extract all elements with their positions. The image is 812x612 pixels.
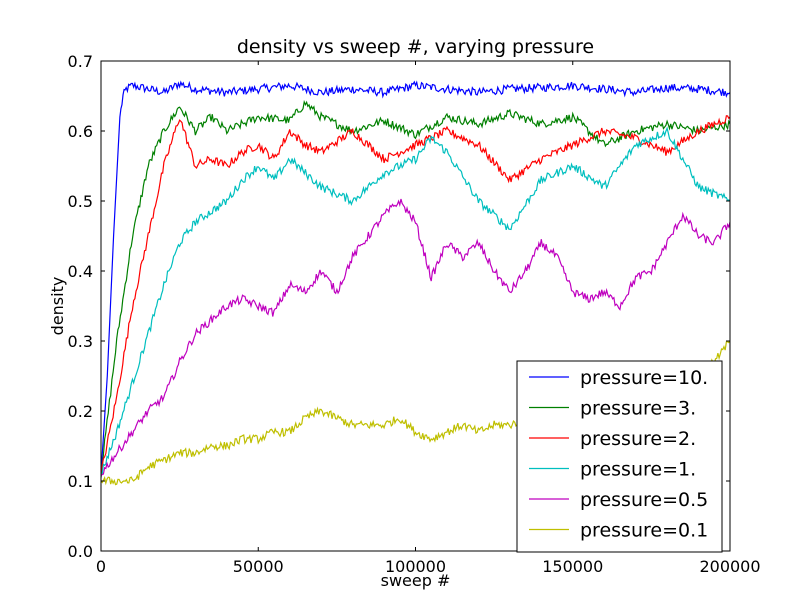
- legend-label: pressure=2.: [580, 428, 696, 450]
- x-tick-label: 100000: [385, 557, 446, 576]
- y-tick-label: 0.5: [68, 192, 93, 211]
- y-axis-label: density: [48, 277, 67, 336]
- legend-label: pressure=3.: [580, 398, 696, 420]
- y-tick-label: 0.7: [68, 52, 93, 71]
- y-tick-label: 0.4: [68, 262, 93, 281]
- legend: pressure=10. pressure=3. pressure=2. pressu…: [516, 360, 723, 553]
- series-line-pressure=1.: [101, 126, 730, 476]
- y-tick-label: 0.2: [68, 402, 93, 421]
- x-axis-label: sweep #: [381, 571, 451, 590]
- legend-label: pressure=1.: [580, 459, 696, 481]
- x-tick-label: 200000: [699, 557, 760, 576]
- y-tick-label: 0.6: [68, 122, 93, 141]
- legend-box: [516, 360, 723, 553]
- series-line-pressure=0.5: [101, 198, 730, 477]
- series-line-pressure=10.: [101, 80, 730, 475]
- legend-label: pressure=10.: [580, 367, 708, 389]
- legend-label: pressure=0.1: [580, 520, 708, 542]
- y-tick-label: 0.1: [68, 472, 93, 491]
- x-tick-label: 0: [96, 557, 106, 576]
- x-tick-label: 50000: [233, 557, 284, 576]
- series-line-pressure=2.: [101, 115, 730, 473]
- chart-title: density vs sweep #, varying pressure: [237, 36, 594, 58]
- legend-label: pressure=0.5: [580, 489, 708, 511]
- y-tick-label: 0.3: [68, 332, 93, 351]
- y-tick-label: 0.0: [68, 542, 93, 561]
- x-tick-label: 150000: [542, 557, 603, 576]
